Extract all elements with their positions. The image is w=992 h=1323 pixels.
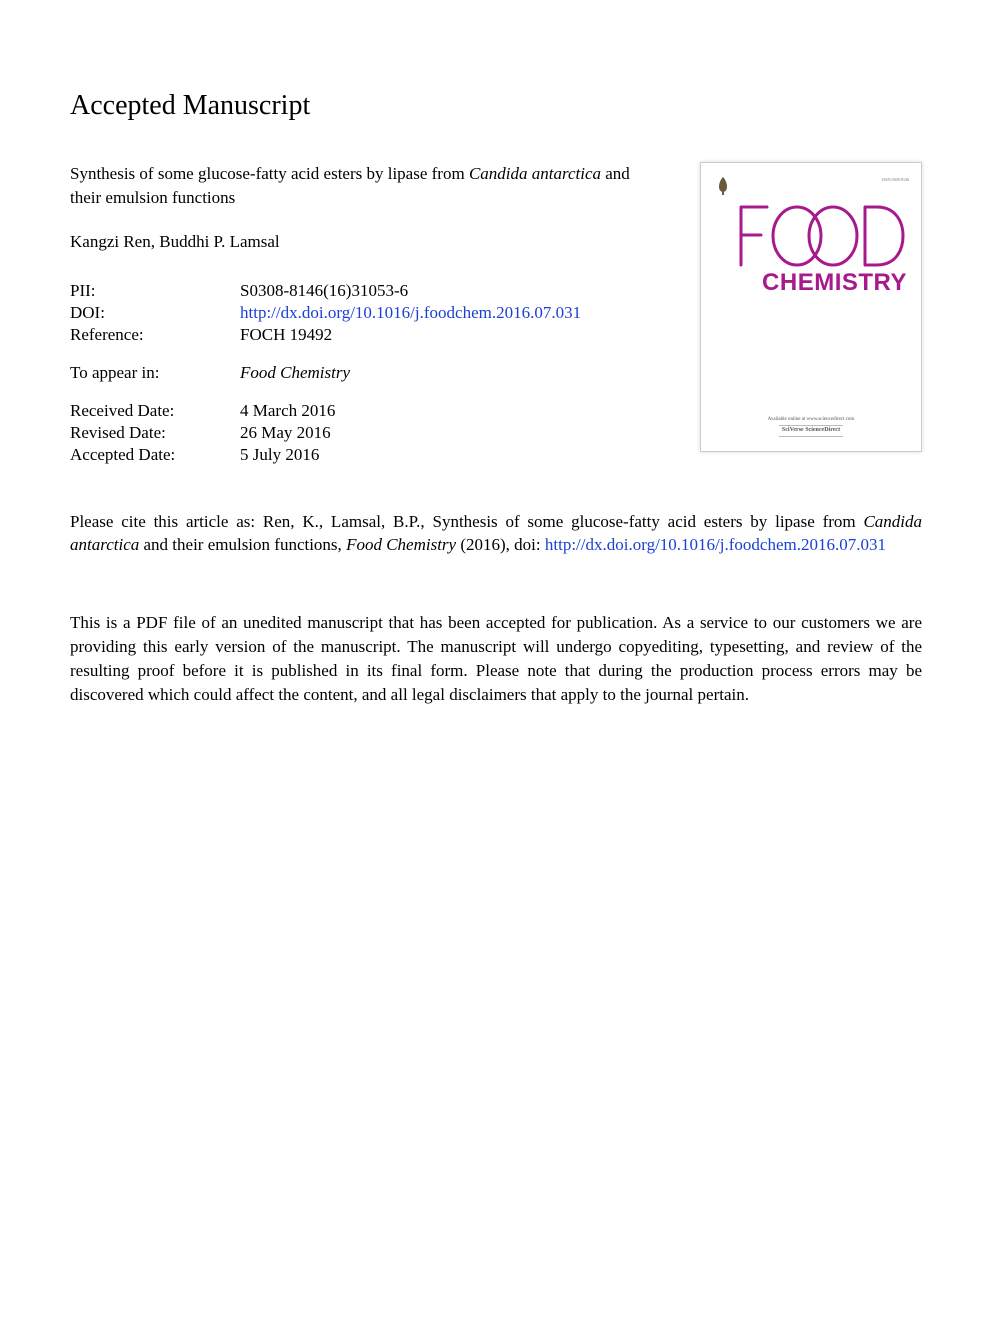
- cover-footer-line: Available online at www.sciencedirect.co…: [709, 417, 913, 424]
- meta-row-pii: PII: S0308-8146(16)31053-6: [70, 280, 581, 302]
- pii-value: S0308-8146(16)31053-6: [240, 280, 581, 302]
- title-species: Candida antarctica: [469, 164, 601, 183]
- reference-label: Reference:: [70, 324, 240, 346]
- appear-value: Food Chemistry: [240, 362, 581, 384]
- citation-paragraph: Please cite this article as: Ren, K., La…: [70, 510, 922, 558]
- title-pre: Synthesis of some glucose-fatty acid est…: [70, 164, 469, 183]
- revised-label: Revised Date:: [70, 422, 240, 444]
- revised-value: 26 May 2016: [240, 422, 581, 444]
- accepted-manuscript-heading: Accepted Manuscript: [70, 90, 922, 122]
- citation-pre: Please cite this article as: Ren, K., La…: [70, 512, 863, 531]
- elsevier-tree-icon: [713, 175, 733, 197]
- accepted-label: Accepted Date:: [70, 444, 240, 466]
- citation-doi-link[interactable]: http://dx.doi.org/10.1016/j.foodchem.201…: [545, 535, 886, 554]
- cover-footer: Available online at www.sciencedirect.co…: [709, 417, 913, 437]
- meta-row-reference: Reference: FOCH 19492: [70, 324, 581, 346]
- disclaimer-paragraph: This is a PDF file of an unedited manusc…: [70, 611, 922, 706]
- doi-link[interactable]: http://dx.doi.org/10.1016/j.foodchem.201…: [240, 303, 581, 322]
- authors: Kangzi Ren, Buddhi P. Lamsal: [70, 232, 630, 252]
- food-logo-icon: [737, 201, 907, 271]
- reference-value: FOCH 19492: [240, 324, 581, 346]
- journal-cover-thumbnail: ISSN 0308-8146 CHEMISTRY Av: [700, 162, 922, 452]
- citation-journal: Food Chemistry: [346, 535, 456, 554]
- received-label: Received Date:: [70, 400, 240, 422]
- citation-mid1: and their emulsion functions,: [139, 535, 346, 554]
- doi-label: DOI:: [70, 302, 240, 324]
- meta-row-appear: To appear in: Food Chemistry: [70, 362, 581, 384]
- metadata-table: PII: S0308-8146(16)31053-6 DOI: http://d…: [70, 280, 581, 466]
- accepted-value: 5 July 2016: [240, 444, 581, 466]
- page-container: Accepted Manuscript Synthesis of some gl…: [0, 0, 992, 1323]
- chemistry-text: CHEMISTRY: [737, 269, 907, 297]
- meta-row-accepted: Accepted Date: 5 July 2016: [70, 444, 581, 466]
- meta-row-received: Received Date: 4 March 2016: [70, 400, 581, 422]
- citation-mid2: (2016), doi:: [456, 535, 545, 554]
- received-value: 4 March 2016: [240, 400, 581, 422]
- sciencedirect-label: SciVerse ScienceDirect: [779, 425, 843, 437]
- article-title: Synthesis of some glucose-fatty acid est…: [70, 162, 630, 210]
- pii-label: PII:: [70, 280, 240, 302]
- cover-issn-text: ISSN 0308-8146: [882, 177, 909, 182]
- meta-row-doi: DOI: http://dx.doi.org/10.1016/j.foodche…: [70, 302, 581, 324]
- meta-row-revised: Revised Date: 26 May 2016: [70, 422, 581, 444]
- left-column: Synthesis of some glucose-fatty acid est…: [70, 162, 630, 466]
- cover-title-block: CHEMISTRY: [737, 201, 907, 297]
- top-block: Synthesis of some glucose-fatty acid est…: [70, 162, 922, 466]
- appear-label: To appear in:: [70, 362, 240, 384]
